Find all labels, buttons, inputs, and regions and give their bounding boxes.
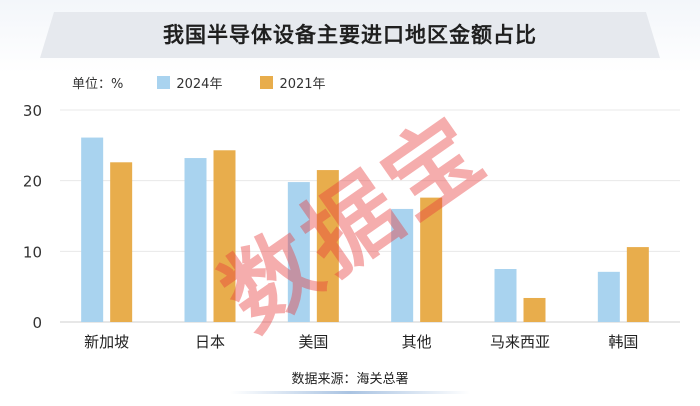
- bar-2021-0: [110, 162, 133, 322]
- source-note: 数据来源：海关总署: [291, 372, 409, 387]
- x-tick-label-1: 日本: [195, 333, 225, 351]
- y-tick-label-0: 0: [32, 314, 42, 332]
- y-tick-label-30: 30: [23, 102, 42, 120]
- x-tick-label-3: 其他: [402, 333, 432, 351]
- bar-2021-1: [213, 150, 236, 322]
- legend-swatch-2024: [157, 75, 171, 89]
- x-tick-label-5: 韩国: [608, 333, 638, 351]
- bar-2021-2: [316, 170, 339, 322]
- legend: 单位：% 2024年 2021年: [72, 72, 364, 92]
- bar-2024-4: [494, 269, 517, 322]
- legend-label-2021: 2021年: [279, 76, 326, 92]
- legend-item-2024: 2024年: [157, 73, 222, 92]
- legend-label-2024: 2024年: [176, 76, 223, 92]
- bar-2024-0: [81, 137, 104, 322]
- y-tick-label-10: 10: [23, 243, 42, 261]
- y-tick-label-20: 20: [23, 173, 42, 191]
- bar-2021-4: [523, 297, 546, 322]
- bar-2024-5: [597, 271, 620, 322]
- title-banner-shape: [40, 12, 660, 58]
- bottom-divider: [230, 391, 470, 394]
- bar-2024-1: [184, 158, 207, 322]
- chart-title: 我国半导体设备主要进口地区金额占比: [163, 23, 537, 47]
- x-tick-label-0: 新加坡: [84, 333, 129, 351]
- bar-2021-5: [626, 247, 649, 322]
- x-tick-label-4: 马来西亚: [490, 333, 550, 351]
- bar-2024-2: [287, 182, 310, 322]
- unit-label: 单位：%: [72, 76, 124, 92]
- title-banner: 我国半导体设备主要进口地区金额占比: [40, 12, 660, 58]
- x-tick-label-2: 美国: [298, 333, 328, 351]
- legend-item-2021: 2021年: [260, 73, 326, 92]
- legend-swatch-2021: [260, 75, 274, 89]
- bar-2024-3: [391, 208, 414, 322]
- bar-2021-3: [420, 197, 443, 322]
